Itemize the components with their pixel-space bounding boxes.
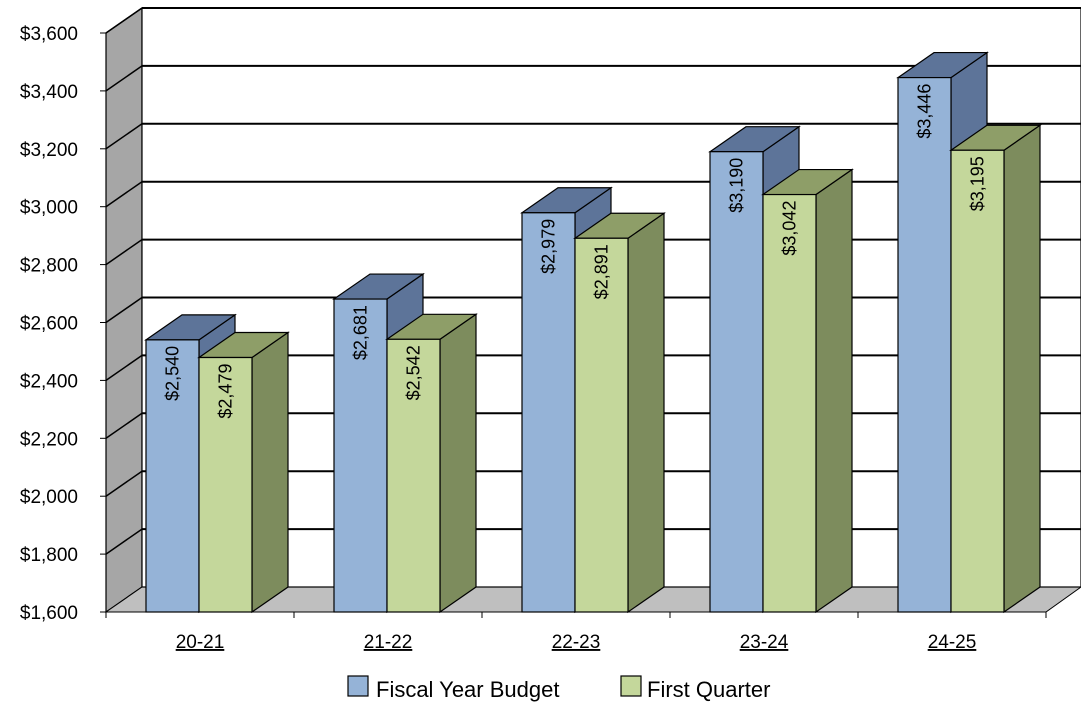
legend-swatch-fiscal-year-budget: [348, 676, 368, 696]
bar-first-quarter-side: [1004, 125, 1040, 612]
data-label: $2,542: [404, 345, 424, 400]
y-tick-label: $2,000: [20, 487, 78, 508]
data-label: $2,540: [163, 346, 183, 401]
data-label: $3,195: [968, 156, 988, 211]
data-label: $2,681: [351, 305, 371, 360]
bar-first-quarter-side: [628, 213, 664, 612]
bar-first-quarter: [951, 150, 1004, 612]
y-tick-label: $2,800: [20, 256, 78, 277]
y-tick-label: $3,200: [20, 140, 78, 161]
data-label: $3,446: [915, 84, 935, 139]
bar-first-quarter-side: [252, 333, 288, 612]
y-tick-label: $2,600: [20, 314, 78, 335]
x-tick-label: 24-25: [928, 632, 977, 653]
legend-swatch-first-quarter: [621, 676, 641, 696]
x-tick-label: 20-21: [176, 632, 225, 653]
y-tick-label: $2,200: [20, 429, 78, 450]
legend-label-first-quarter: First Quarter: [647, 677, 770, 702]
y-tick-label: $3,400: [20, 82, 78, 103]
data-label: $2,479: [216, 364, 236, 419]
y-tick-label: $3,000: [20, 198, 78, 219]
bar-first-quarter-side: [440, 314, 476, 612]
bar-first-quarter-side: [816, 170, 852, 612]
data-label: $2,891: [592, 244, 612, 299]
bar-fiscal-year-budget: [898, 78, 951, 612]
y-tick-label: $1,600: [20, 603, 78, 624]
y-tick-label: $1,800: [20, 545, 78, 566]
data-label: $3,042: [780, 201, 800, 256]
x-tick-label: 23-24: [740, 632, 789, 653]
x-tick-label: 22-23: [552, 632, 601, 653]
legend-label-fiscal-year-budget: Fiscal Year Budget: [376, 677, 559, 702]
data-label: $3,190: [727, 158, 747, 213]
x-tick-label: 21-22: [364, 632, 413, 653]
bar-first-quarter: [763, 195, 816, 612]
y-tick-label: $2,400: [20, 371, 78, 392]
bar-fiscal-year-budget: [710, 152, 763, 612]
data-label: $2,979: [539, 219, 559, 274]
y-tick-label: $3,600: [20, 24, 78, 45]
